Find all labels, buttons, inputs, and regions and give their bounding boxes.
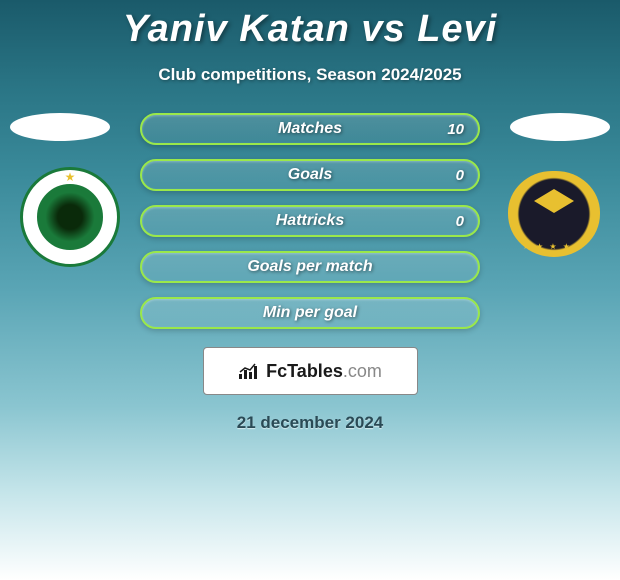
stat-row-matches: Matches 10: [140, 113, 480, 145]
subtitle: Club competitions, Season 2024/2025: [0, 65, 620, 85]
club-badge-left: [20, 167, 120, 267]
main-area: ★ ★ ★ ★ ★ Matches 10 Goals 0 Hattricks 0…: [0, 113, 620, 433]
chart-icon: [238, 362, 260, 380]
stat-label: Min per goal: [263, 304, 357, 322]
stat-row-min-per-goal: Min per goal: [140, 297, 480, 329]
stat-value: 10: [447, 121, 464, 138]
stat-label: Hattricks: [276, 212, 344, 230]
diamond-icon: [534, 189, 574, 213]
player-photo-left: [10, 113, 110, 141]
fctables-logo[interactable]: FcTables.com: [203, 347, 418, 395]
player-photo-right: [510, 113, 610, 141]
stat-value: 0: [456, 213, 464, 230]
logo-brand-light: .com: [343, 361, 382, 381]
stat-label: Goals per match: [247, 258, 372, 276]
date-label: 21 december 2024: [0, 413, 620, 433]
stat-label: Goals: [288, 166, 332, 184]
stat-value: 0: [456, 167, 464, 184]
stat-label: Matches: [278, 120, 342, 138]
stat-row-hattricks: Hattricks 0: [140, 205, 480, 237]
page-title: Yaniv Katan vs Levi: [0, 0, 620, 51]
club-badge-right: ★ ★ ★ ★ ★: [508, 171, 600, 257]
stars-icon: ★ ★ ★ ★ ★: [508, 242, 600, 251]
logo-text: FcTables.com: [266, 361, 382, 382]
club-badge-left-inner: [37, 184, 103, 250]
logo-brand-bold: FcTables: [266, 361, 343, 381]
stat-row-goals: Goals 0: [140, 159, 480, 191]
stats-list: Matches 10 Goals 0 Hattricks 0 Goals per…: [140, 113, 480, 329]
stat-row-goals-per-match: Goals per match: [140, 251, 480, 283]
